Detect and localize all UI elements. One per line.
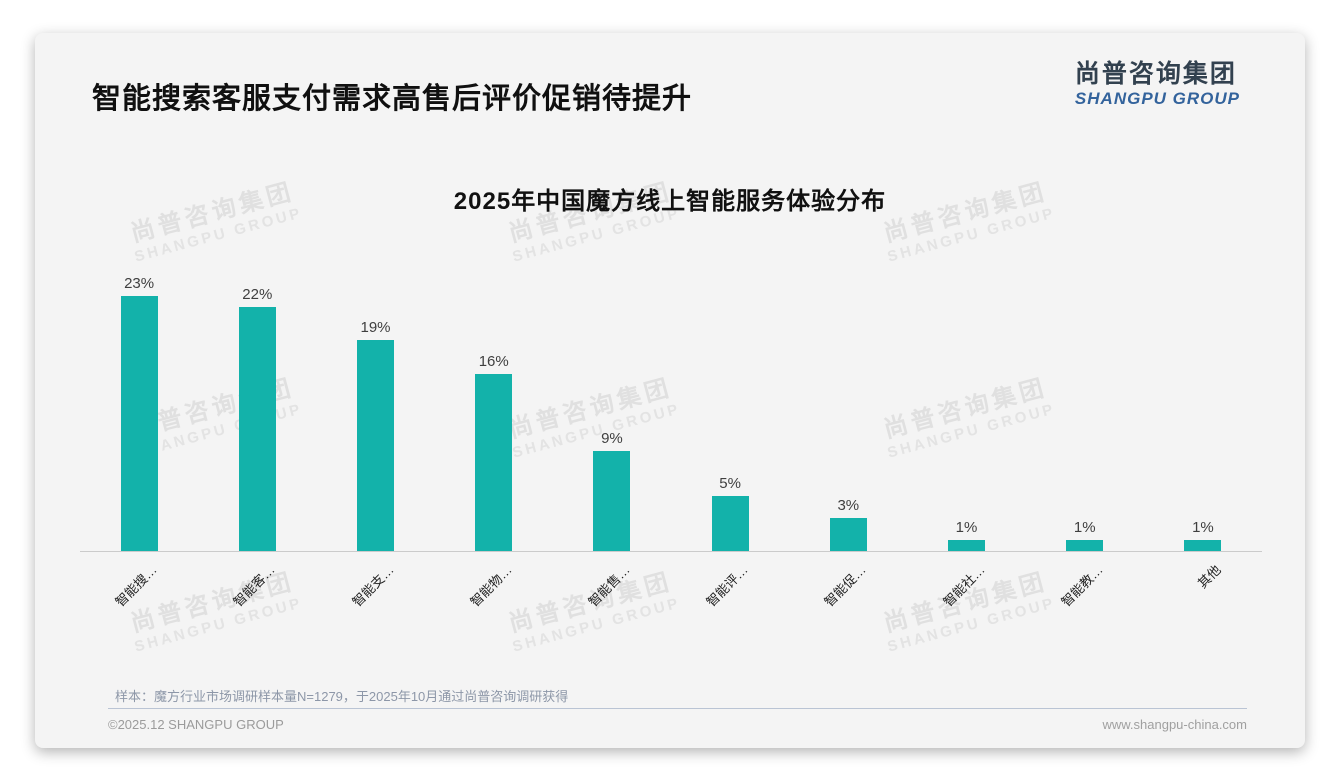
bar-value-label: 16%: [478, 353, 509, 370]
chart-title: 2025年中国魔方线上智能服务体验分布: [453, 188, 887, 215]
bar: [829, 518, 867, 551]
bar-value-label: 9%: [601, 430, 623, 447]
bar-value-label: 23%: [124, 275, 155, 292]
plot-area: 23% 智能搜… 22% 智能客… 19% 智能支… 16% 智能物… 9% 智能售… 5% 智能评……: [80, 267, 1262, 610]
bar: [357, 340, 394, 551]
bar: [1184, 540, 1222, 551]
bar: [120, 296, 158, 551]
bar: [711, 496, 749, 551]
bar: [475, 374, 513, 551]
bar: [1066, 540, 1104, 551]
bar-category-label: 智能促…: [821, 562, 870, 610]
bar-value-label: 1%: [1192, 519, 1214, 536]
bar-category-label: 智能评…: [703, 562, 751, 610]
sample-footnote: 样本：魔方行业市场调研样本量N=1279，于2025年10月通过尚普咨询调研获得: [115, 689, 569, 704]
page-title: 智能搜索客服支付需求高售后评价促销待提升: [92, 83, 693, 115]
bar: [948, 540, 986, 551]
logo-chinese-text: 尚普咨询集团: [1074, 60, 1237, 88]
bar-slot: 1% 智能教…: [1026, 267, 1144, 610]
bar-slot: 9% 智能售…: [553, 267, 671, 610]
bar-slot: 3% 智能促…: [789, 267, 907, 610]
bar-slot: 22% 智能客…: [198, 267, 316, 610]
bar-slot: 23% 智能搜…: [80, 267, 198, 610]
bar-slot: 5% 智能评…: [671, 267, 789, 610]
footer-divider: [108, 708, 1247, 709]
watermark: 尚普咨询集团 SHANGPU GROUP: [503, 567, 682, 656]
bar: [238, 307, 276, 551]
bar-value-label: 19%: [360, 319, 391, 336]
slide-card: 智能搜索客服支付需求高售后评价促销待提升 尚普咨询集团 SHANGPU GROU…: [35, 33, 1305, 748]
bar-value-label: 1%: [1073, 519, 1096, 536]
bar-slot: 1% 其他: [1144, 267, 1262, 591]
bar-category-label: 智能搜…: [112, 562, 160, 610]
company-logo: 尚普咨询集团 SHANGPU GROUP: [1075, 59, 1240, 109]
bar-value-label: 5%: [719, 475, 741, 492]
bar-value-label: 22%: [242, 286, 273, 303]
bar-category-label: 智能物…: [467, 562, 515, 610]
watermark-en-text: SHANGPU GROUP: [132, 594, 305, 656]
bar-value-label: 3%: [837, 497, 860, 514]
bar: [593, 451, 631, 551]
bar-slot: 16% 智能物…: [435, 267, 553, 610]
bar-category-label: 智能支…: [348, 562, 397, 610]
bar-slot: 1% 智能社…: [907, 267, 1025, 610]
bar-category-label: 智能教…: [1058, 562, 1106, 610]
bar-category-label: 智能社…: [939, 562, 988, 610]
bar-slot: 19% 智能支…: [316, 267, 434, 610]
bar-category-label: 智能客…: [230, 562, 279, 610]
footer-copyright: ©2025.12 SHANGPU GROUP: [108, 717, 284, 732]
bar-category-label: 其他: [1194, 562, 1224, 592]
logo-english-text: SHANGPU GROUP: [1074, 89, 1240, 108]
bar-value-label: 1%: [955, 519, 978, 536]
watermark-en-text: SHANGPU GROUP: [885, 594, 1058, 656]
footer-website: www.shangpu-china.com: [1102, 717, 1247, 732]
bar-category-label: 智能售…: [585, 562, 633, 610]
